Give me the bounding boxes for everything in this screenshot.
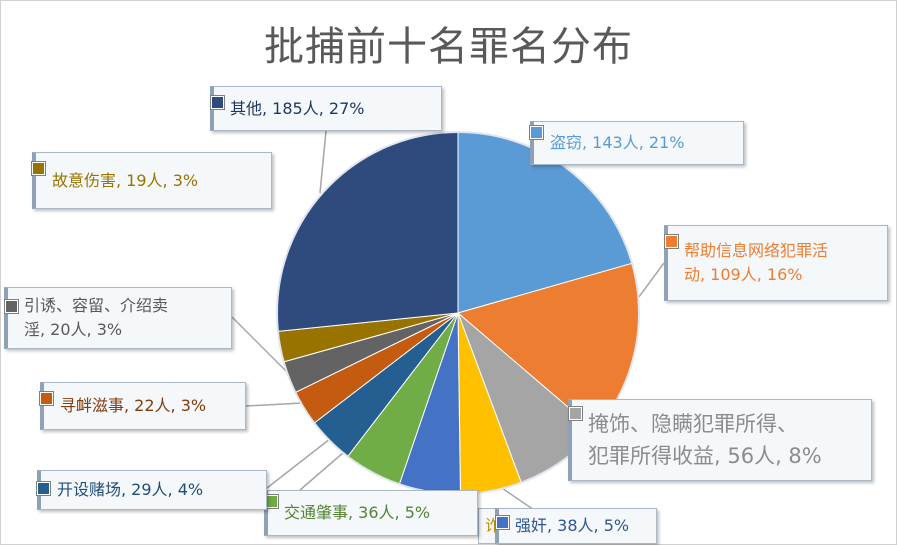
legend-key-4 [495,515,510,530]
data-label-text-1: 帮助信息网络犯罪活 动, 109人, 16% [684,241,829,284]
legend-key-8 [4,299,19,314]
data-label-0: 盗窃, 143人, 21% [529,121,744,165]
data-label-2: 掩饰、隐瞒犯罪所得、 犯罪所得收益, 56人, 8% [568,399,872,481]
data-label-1: 帮助信息网络犯罪活 动, 109人, 16% [664,225,888,301]
data-label-text-8: 引诱、容留、介绍卖 淫, 20人, 3% [24,296,169,339]
data-label-text-6: 开设赌场, 29人, 4% [57,480,204,499]
data-label-text-5: 交通肇事, 36人, 5% [284,503,431,522]
leader-line-10 [319,130,327,194]
data-label-text-2: 掩饰、隐瞒犯罪所得、 犯罪所得收益, 56人, 8% [588,412,822,468]
leader-line-7 [245,402,303,407]
pie-slice-10 [276,131,459,332]
legend-key-2 [568,406,583,421]
legend-key-0 [529,125,544,140]
legend-key-10 [210,95,225,110]
legend-key-6 [36,481,51,496]
data-label-text-9: 故意伤害, 19人, 3% [52,170,199,190]
legend-key-1 [664,234,679,249]
leader-line-8 [231,316,291,376]
data-label-9: 故意伤害, 19人, 3% [31,152,272,209]
data-label-4: 强奸, 38人, 5% [495,508,657,544]
leader-line-6 [266,434,336,489]
legend-key-7 [39,391,54,406]
data-label-text-4: 强奸, 38人, 5% [515,516,630,535]
data-label-5: 交通肇事, 36人, 5% [264,490,478,536]
data-label-text-0: 盗窃, 143人, 21% [550,133,685,152]
data-label-10: 其他, 185人, 27% [210,86,442,131]
data-label-text-10: 其他, 185人, 27% [230,98,365,118]
chart-title: 批捕前十名罪名分布 [264,24,633,70]
data-label-8: 引诱、容留、介绍卖 淫, 20人, 3% [4,287,232,349]
data-label-6: 开设赌场, 29人, 4% [36,470,267,510]
data-label-text-7: 寻衅滋事, 22人, 3% [60,396,207,415]
data-label-7: 寻衅滋事, 22人, 3% [39,382,246,430]
legend-key-9 [31,161,46,176]
